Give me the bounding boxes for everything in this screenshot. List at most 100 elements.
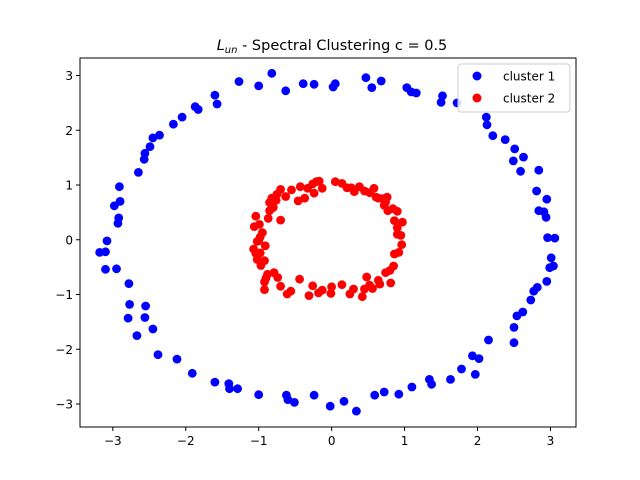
data-point-cluster-1 (488, 131, 498, 141)
data-point-cluster-1 (290, 398, 299, 407)
data-point-cluster-2 (281, 192, 291, 201)
data-point-cluster-2 (295, 182, 305, 192)
data-point-cluster-1 (123, 313, 133, 323)
data-point-cluster-2 (381, 268, 390, 277)
data-point-cluster-1 (542, 194, 552, 204)
data-point-cluster-2 (314, 288, 323, 298)
x-tick-label: 3 (547, 434, 555, 448)
legend-box (457, 63, 571, 113)
data-point-cluster-2 (276, 185, 285, 194)
data-point-cluster-1 (457, 364, 466, 374)
data-point-cluster-1 (114, 213, 124, 223)
data-point-cluster-2 (396, 231, 406, 240)
data-point-cluster-1 (145, 142, 155, 152)
data-point-cluster-1 (330, 79, 340, 89)
y-tick-label: 0 (65, 233, 73, 247)
data-point-cluster-1 (532, 283, 542, 292)
data-point-cluster-2 (382, 192, 392, 202)
data-point-cluster-2 (397, 240, 407, 250)
y-tick-label: −3 (55, 398, 73, 412)
data-point-cluster-1 (516, 166, 525, 176)
data-point-cluster-2 (392, 223, 402, 233)
data-point-cluster-1 (212, 99, 222, 109)
data-point-cluster-1 (210, 90, 220, 100)
data-point-cluster-1 (526, 295, 536, 305)
data-point-cluster-1 (468, 351, 477, 361)
data-point-cluster-2 (345, 289, 355, 299)
legend-label-cluster-1: cluster 1 (503, 70, 555, 84)
data-point-cluster-1 (370, 390, 380, 400)
data-point-cluster-1 (325, 401, 335, 411)
y-tick-label: 3 (65, 69, 73, 83)
data-point-cluster-2 (392, 206, 402, 216)
data-point-cluster-2 (314, 176, 324, 186)
data-point-cluster-1 (367, 83, 377, 92)
data-point-cluster-1 (481, 112, 491, 122)
title-symbol: L (217, 38, 225, 54)
data-point-cluster-2 (362, 272, 372, 282)
data-point-cluster-1 (546, 253, 556, 263)
data-point-cluster-1 (474, 354, 484, 363)
data-point-cluster-2 (252, 255, 262, 264)
data-point-cluster-2 (327, 282, 336, 292)
data-point-cluster-1 (518, 307, 528, 317)
data-point-cluster-2 (390, 249, 399, 259)
data-point-cluster-2 (308, 281, 318, 291)
data-point-cluster-2 (276, 215, 285, 225)
data-point-cluster-1 (484, 335, 493, 345)
plot-frame (79, 57, 577, 428)
data-point-cluster-1 (519, 152, 528, 162)
data-point-cluster-2 (260, 285, 269, 294)
data-point-cluster-2 (249, 244, 258, 254)
data-point-cluster-2 (260, 241, 270, 251)
data-point-cluster-1 (234, 77, 244, 86)
data-point-cluster-2 (300, 193, 310, 203)
data-point-cluster-2 (263, 214, 273, 223)
data-point-cluster-1 (541, 212, 551, 222)
data-point-cluster-1 (124, 279, 134, 288)
data-point-cluster-2 (304, 291, 314, 300)
data-point-cluster-1 (500, 135, 510, 145)
x-tick-label: −2 (177, 434, 195, 448)
data-point-cluster-1 (509, 323, 519, 332)
data-point-cluster-2 (369, 183, 379, 193)
data-point-cluster-1 (177, 112, 187, 122)
data-point-cluster-1 (534, 165, 544, 175)
data-point-cluster-2 (258, 228, 267, 238)
data-point-cluster-1 (141, 301, 151, 311)
data-point-cluster-1 (172, 354, 182, 364)
data-point-cluster-1 (509, 338, 519, 348)
data-point-cluster-1 (102, 236, 112, 246)
data-point-cluster-1 (510, 144, 520, 154)
data-point-cluster-1 (543, 233, 552, 243)
data-point-cluster-1 (187, 368, 197, 378)
data-point-cluster-2 (254, 236, 264, 246)
data-point-cluster-2 (390, 216, 399, 226)
data-point-cluster-1 (148, 133, 158, 143)
data-point-cluster-2 (268, 203, 278, 212)
data-point-cluster-1 (101, 264, 110, 274)
x-tick-label: 1 (401, 434, 409, 448)
title-text: - Spectral Clustering c = 0.5 (237, 38, 447, 54)
y-tick-label: −1 (55, 288, 73, 302)
data-point-cluster-1 (427, 379, 436, 389)
data-point-cluster-2 (337, 280, 347, 290)
data-point-cluster-1 (193, 105, 203, 114)
data-point-cluster-1 (361, 73, 371, 83)
data-point-cluster-2 (317, 183, 327, 193)
data-point-cluster-1 (376, 76, 386, 86)
data-point-cluster-2 (330, 177, 340, 187)
y-axis: −3 −2 −1 0 1 2 3 (55, 69, 80, 412)
chart-title: Lun - Spectral Clustering c = 0.5 (217, 38, 448, 56)
data-point-cluster-1 (140, 313, 150, 322)
data-point-cluster-1 (140, 148, 150, 158)
data-point-cluster-1 (281, 86, 291, 96)
data-point-cluster-1 (169, 119, 178, 129)
data-point-cluster-2 (375, 279, 385, 289)
data-point-cluster-2 (255, 220, 264, 229)
data-point-cluster-1 (153, 350, 163, 360)
data-point-cluster-1 (125, 300, 134, 309)
data-point-cluster-1 (532, 186, 541, 196)
x-tick-label: −1 (250, 434, 268, 448)
